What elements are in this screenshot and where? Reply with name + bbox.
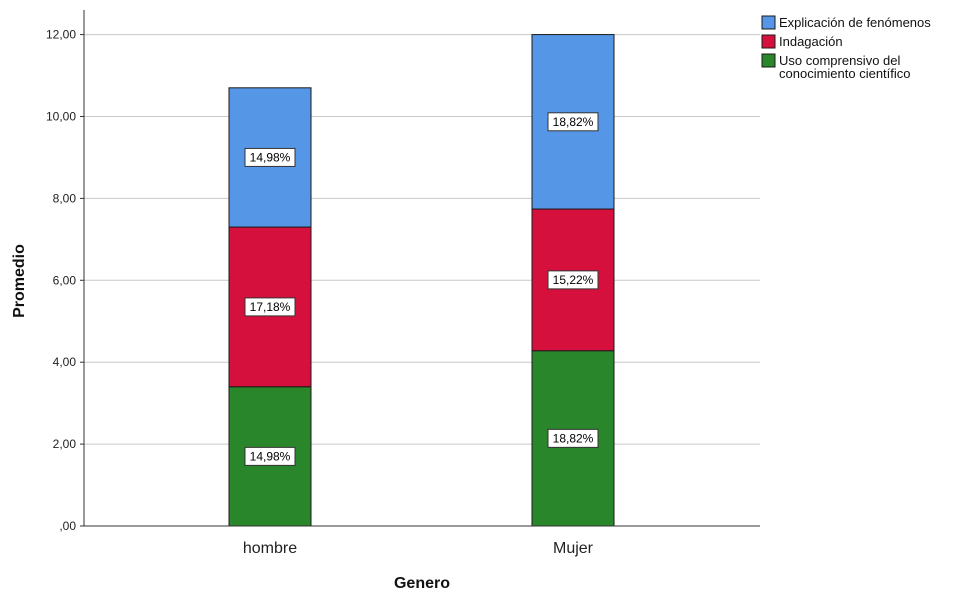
data-label-group: 18,82% [547,112,599,132]
data-label-box [244,446,296,466]
legend-label: Indagación [779,34,843,49]
y-tick-label: 12,00 [46,28,76,42]
y-tick-label: 8,00 [53,191,77,205]
data-label-group: 14,98% [244,147,296,167]
data-label: 15,22% [553,273,594,287]
x-tick-labels: hombre Mujer [243,540,594,557]
data-label: 18,82% [553,431,594,445]
data-label-group: 17,18% [244,297,296,317]
x-tick-label: Mujer [553,540,594,557]
data-label-group: 14,98% [244,446,296,466]
y-tick-labels: ,00 2,00 4,00 6,00 8,00 10,00 12,00 [46,28,84,533]
y-tick-label: 6,00 [53,273,77,287]
y-tick-label: 2,00 [53,437,77,451]
data-label: 14,98% [250,449,291,463]
x-tick-label: hombre [243,540,297,557]
x-axis-title: Genero [394,575,450,591]
y-tick-label: 4,00 [53,355,77,369]
data-label-group: 18,82% [547,428,599,448]
legend-label: conocimiento científico [779,66,911,81]
legend-item: Indagación [761,34,843,49]
data-label-box [547,428,599,448]
data-label: 14,98% [250,150,291,164]
data-label-group: 15,22% [547,270,599,290]
axes [83,10,760,527]
gridlines [84,34,760,445]
legend-label: Uso comprensivo del [779,53,900,68]
data-label-box [244,147,296,167]
bars-group [228,34,615,527]
legend: Explicación de fenómenos Indagación Uso co… [761,15,931,81]
data-labels: 14,98% 17,18% 14,98% 18,82% 15,22% 18,82% [244,112,599,466]
data-label-box [547,270,599,290]
data-label-box [547,112,599,132]
data-label-box [244,297,296,317]
legend-label: Explicación de fenómenos [779,15,931,30]
y-tick-label: ,00 [59,519,76,533]
data-label: 17,18% [250,300,291,314]
data-label: 18,82% [553,115,594,129]
legend-swatch [761,15,776,30]
y-tick-label: 10,00 [46,109,76,123]
y-axis-title: Promedio [11,244,28,318]
legend-swatch [761,34,776,49]
legend-swatch [761,53,776,68]
legend-item: Explicación de fenómenos [761,15,931,30]
